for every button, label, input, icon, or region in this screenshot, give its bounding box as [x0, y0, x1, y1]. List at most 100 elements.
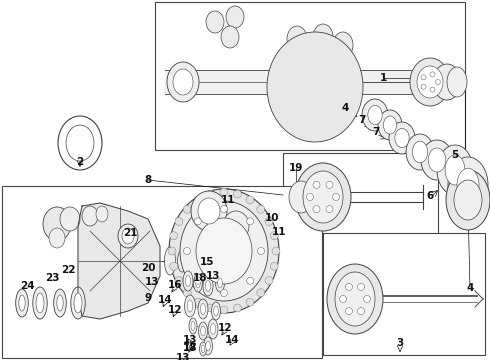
Circle shape [358, 283, 365, 291]
Ellipse shape [165, 247, 175, 275]
Circle shape [175, 276, 183, 284]
Circle shape [270, 232, 278, 240]
Circle shape [326, 181, 333, 188]
Circle shape [272, 247, 280, 255]
Ellipse shape [205, 249, 215, 273]
Ellipse shape [43, 207, 71, 241]
Text: 14: 14 [225, 335, 239, 345]
Ellipse shape [417, 66, 443, 98]
Circle shape [207, 190, 215, 198]
Ellipse shape [198, 198, 220, 224]
Ellipse shape [212, 302, 220, 320]
Circle shape [421, 75, 426, 80]
Ellipse shape [214, 306, 218, 316]
Circle shape [421, 84, 426, 89]
Circle shape [195, 218, 201, 225]
Text: 15: 15 [200, 257, 214, 267]
Text: 4: 4 [342, 103, 349, 113]
Bar [283, 153, 438, 238]
Circle shape [194, 298, 202, 306]
Ellipse shape [216, 274, 224, 292]
Ellipse shape [447, 67, 467, 97]
Ellipse shape [333, 32, 353, 58]
Circle shape [358, 308, 365, 315]
Ellipse shape [445, 155, 465, 185]
Text: 24: 24 [20, 281, 34, 291]
Ellipse shape [173, 69, 193, 95]
Text: 3: 3 [396, 338, 404, 348]
Ellipse shape [389, 122, 415, 154]
Ellipse shape [218, 278, 222, 288]
Ellipse shape [335, 272, 375, 326]
Ellipse shape [57, 295, 63, 311]
Circle shape [233, 304, 242, 312]
Ellipse shape [362, 99, 388, 131]
Ellipse shape [406, 134, 434, 170]
Ellipse shape [198, 299, 208, 319]
Text: 2: 2 [76, 157, 84, 167]
Circle shape [326, 206, 333, 213]
Polygon shape [78, 203, 160, 319]
Circle shape [207, 304, 215, 312]
Text: 18: 18 [193, 273, 207, 283]
Ellipse shape [118, 224, 138, 248]
Text: 5: 5 [451, 150, 459, 160]
Ellipse shape [201, 345, 205, 353]
Bar [323, 233, 485, 355]
Text: 4: 4 [466, 283, 474, 293]
Ellipse shape [410, 58, 450, 106]
Ellipse shape [189, 318, 197, 334]
Ellipse shape [383, 116, 396, 134]
Text: 21: 21 [123, 228, 137, 238]
Ellipse shape [82, 206, 98, 226]
Text: 13: 13 [145, 277, 159, 287]
Ellipse shape [395, 129, 409, 148]
Ellipse shape [378, 110, 402, 140]
Circle shape [364, 296, 370, 302]
Ellipse shape [201, 326, 205, 336]
Ellipse shape [221, 26, 239, 48]
Ellipse shape [446, 170, 490, 230]
Circle shape [233, 190, 242, 198]
Text: 9: 9 [145, 293, 151, 303]
Ellipse shape [169, 189, 279, 313]
Circle shape [430, 87, 435, 92]
Ellipse shape [19, 295, 25, 311]
Ellipse shape [433, 64, 461, 100]
Text: 20: 20 [141, 263, 155, 273]
Circle shape [220, 289, 227, 297]
Text: 13: 13 [206, 271, 220, 281]
Ellipse shape [203, 276, 213, 296]
Circle shape [345, 308, 352, 315]
Circle shape [257, 289, 265, 297]
Circle shape [195, 277, 201, 284]
Ellipse shape [33, 287, 47, 319]
Circle shape [246, 277, 254, 284]
Text: 12: 12 [168, 305, 182, 315]
Ellipse shape [412, 141, 428, 163]
Circle shape [183, 289, 191, 297]
Ellipse shape [16, 289, 28, 317]
Ellipse shape [205, 280, 211, 292]
Text: 11: 11 [272, 227, 286, 237]
Ellipse shape [49, 228, 65, 248]
Circle shape [270, 262, 278, 270]
Ellipse shape [199, 342, 206, 356]
Text: 10: 10 [265, 213, 279, 223]
Circle shape [183, 248, 191, 255]
Text: 11: 11 [221, 195, 235, 205]
Circle shape [430, 72, 435, 77]
Circle shape [340, 296, 346, 302]
Ellipse shape [211, 324, 216, 334]
Ellipse shape [177, 250, 186, 272]
Circle shape [313, 206, 320, 213]
Ellipse shape [60, 207, 80, 231]
Ellipse shape [421, 140, 453, 180]
Circle shape [436, 80, 441, 85]
Ellipse shape [287, 26, 307, 52]
Text: 7: 7 [372, 127, 380, 137]
Text: 1: 1 [379, 73, 387, 83]
Ellipse shape [281, 45, 349, 129]
Bar [2, 186, 322, 358]
Ellipse shape [190, 248, 200, 274]
